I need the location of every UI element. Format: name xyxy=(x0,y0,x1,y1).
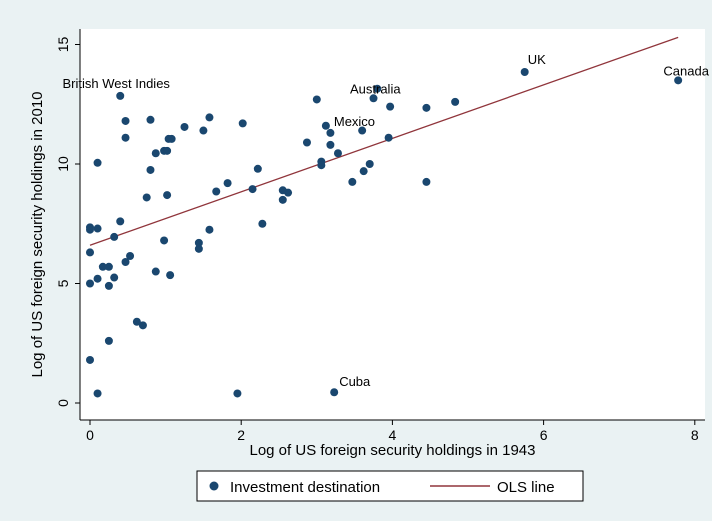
data-point xyxy=(93,389,102,398)
data-point xyxy=(126,252,135,261)
legend-box xyxy=(196,470,584,502)
data-point xyxy=(373,84,382,93)
data-point xyxy=(312,95,321,104)
data-point xyxy=(302,138,311,147)
data-point xyxy=(369,94,378,103)
data-point xyxy=(451,97,460,106)
plot-area xyxy=(80,29,705,420)
data-point xyxy=(326,140,335,149)
data-point xyxy=(180,122,189,131)
data-point xyxy=(86,225,94,234)
data-point xyxy=(384,133,393,142)
data-point xyxy=(166,271,175,280)
data-point xyxy=(674,76,683,85)
data-point xyxy=(520,67,529,76)
x-tick-label: 2 xyxy=(237,427,245,443)
x-tick-label: 8 xyxy=(691,427,699,443)
data-point xyxy=(167,134,176,143)
point-annotation: Canada xyxy=(663,63,709,78)
data-point xyxy=(104,281,113,290)
data-point xyxy=(132,317,141,326)
point-annotation: Mexico xyxy=(334,114,375,129)
data-point xyxy=(86,279,94,288)
ols-line xyxy=(89,36,679,246)
legend-marker-points xyxy=(209,481,219,491)
data-point xyxy=(121,133,130,142)
data-point xyxy=(386,102,395,111)
data-point xyxy=(317,161,326,170)
data-point xyxy=(205,113,214,122)
data-point xyxy=(151,149,160,158)
y-tick-label: 15 xyxy=(55,37,71,53)
x-tick-label: 6 xyxy=(540,427,548,443)
data-point xyxy=(233,389,242,398)
data-point xyxy=(194,238,203,247)
data-point xyxy=(326,128,335,137)
point-annotation: UK xyxy=(528,52,546,67)
data-point xyxy=(333,149,342,158)
points-layer xyxy=(86,67,683,398)
data-point xyxy=(98,262,107,271)
data-point xyxy=(151,267,160,276)
data-point xyxy=(258,219,267,228)
point-annotation: Cuba xyxy=(339,374,371,389)
data-point xyxy=(348,177,357,186)
data-point xyxy=(359,167,368,176)
x-tick-label: 4 xyxy=(389,427,397,443)
data-point xyxy=(163,146,172,155)
data-point xyxy=(121,116,130,125)
annotations-layer: British West Indies UK Canada Australia Mexi… xyxy=(63,52,710,389)
data-point xyxy=(146,115,155,124)
data-point xyxy=(163,191,172,200)
data-point xyxy=(142,193,151,202)
data-point xyxy=(365,160,374,168)
data-point xyxy=(284,188,293,197)
data-point xyxy=(278,195,287,204)
data-point xyxy=(199,126,208,135)
ols-line-layer xyxy=(89,36,679,246)
data-point xyxy=(104,262,113,271)
data-point xyxy=(116,217,125,226)
data-point xyxy=(93,274,102,283)
data-point xyxy=(104,336,113,345)
point-annotation: Australia xyxy=(350,82,401,97)
y-axis-title: Log of US foreign security holdings in 2… xyxy=(29,91,46,377)
data-point xyxy=(93,158,102,167)
point-annotation: British West Indies xyxy=(63,76,171,91)
data-point xyxy=(110,232,119,241)
y-tick-label: 5 xyxy=(55,279,71,287)
data-point xyxy=(138,321,147,330)
data-point xyxy=(146,165,155,174)
legend: Investment destination OLS line xyxy=(196,470,584,502)
data-point xyxy=(212,187,221,196)
y-tick-label: 10 xyxy=(55,156,71,172)
data-point xyxy=(358,126,367,135)
data-point xyxy=(422,177,431,186)
data-point xyxy=(110,273,119,282)
data-point xyxy=(194,244,203,253)
data-point xyxy=(321,121,330,130)
y-tick-label: 0 xyxy=(55,399,71,407)
x-tick-label: 0 xyxy=(86,427,94,443)
data-point xyxy=(330,388,339,397)
legend-label-points: Investment destination xyxy=(230,479,380,496)
data-point xyxy=(86,355,94,364)
data-point xyxy=(160,236,169,245)
axes: 0 2 4 6 8 0 5 10 15 xyxy=(55,29,705,443)
data-point xyxy=(205,225,214,234)
data-point xyxy=(93,224,102,233)
data-point xyxy=(223,179,232,188)
data-point xyxy=(248,185,257,194)
data-point xyxy=(121,257,130,266)
legend-label-ols: OLS line xyxy=(497,479,555,496)
data-point xyxy=(238,119,247,128)
data-point xyxy=(422,103,431,112)
data-point xyxy=(116,91,125,100)
data-point xyxy=(86,248,94,257)
x-axis-title: Log of US foreign security holdings in 1… xyxy=(249,442,535,459)
data-point xyxy=(253,164,262,173)
